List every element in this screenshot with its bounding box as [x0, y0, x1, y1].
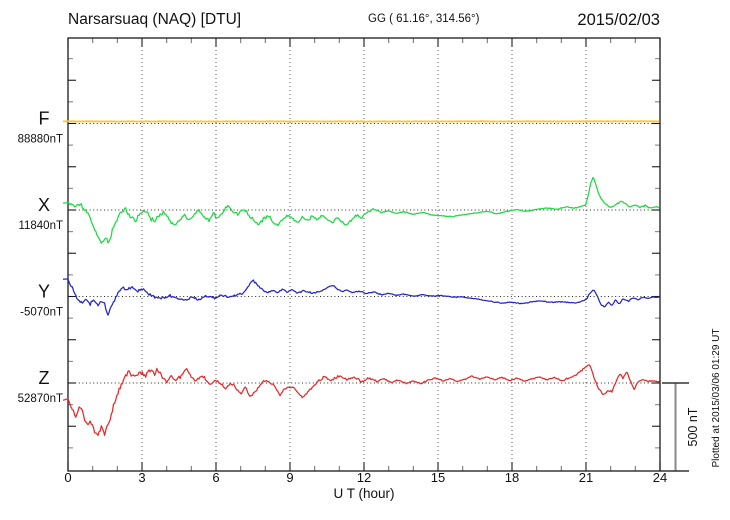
component-base-value-Y: -5070nT: [20, 307, 63, 319]
component-base-value-F: 88880nT: [18, 134, 63, 146]
x-tick-label-3: 3: [138, 470, 145, 485]
baseline-dotted-lines: [68, 123, 660, 384]
data-traces: [62, 120, 661, 437]
x-tick-labels: 0 3 6 9 12 15 18 21 24: [64, 470, 667, 485]
gg-coordinates: GG ( 61.16°, 314.56°): [368, 13, 480, 25]
x-tick-label-9: 9: [286, 470, 293, 485]
plotted-at-credit: Plotted at 2015/03/06 01:29 UT: [711, 329, 722, 468]
plot-frame: [67, 37, 661, 472]
scale-bar-label: 500 nT: [686, 407, 700, 446]
x-tick-label-6: 6: [212, 470, 219, 485]
component-base-value-Z: 52870nT: [18, 393, 63, 405]
x-tick-label-21: 21: [579, 470, 593, 485]
component-letter-X: X: [38, 195, 50, 215]
x-tick-label-15: 15: [431, 470, 445, 485]
station-title: Narsarsuaq (NAQ) [DTU]: [68, 11, 241, 28]
trace-Z: [62, 364, 660, 437]
component-letter-Y: Y: [38, 282, 50, 302]
component-letter-F: F: [39, 109, 50, 129]
trace-F: [62, 120, 660, 123]
trace-Y: [62, 278, 660, 316]
plot-date: 2015/02/03: [577, 11, 660, 29]
trace-X: [62, 176, 661, 244]
x-tick-label-18: 18: [505, 470, 519, 485]
gridlines: [141, 38, 587, 471]
x-tick-label-24: 24: [653, 470, 667, 485]
x-axis-label: U T (hour): [333, 486, 394, 501]
scale-bar: [660, 382, 689, 472]
x-tick-label-12: 12: [357, 470, 371, 485]
x-tick-label-0: 0: [64, 470, 71, 485]
component-base-value-X: 11840nT: [18, 220, 63, 232]
component-labels: F 88880nT X 11840nT Y -5070nT Z 52870nT: [18, 109, 63, 406]
component-letter-Z: Z: [39, 368, 50, 388]
